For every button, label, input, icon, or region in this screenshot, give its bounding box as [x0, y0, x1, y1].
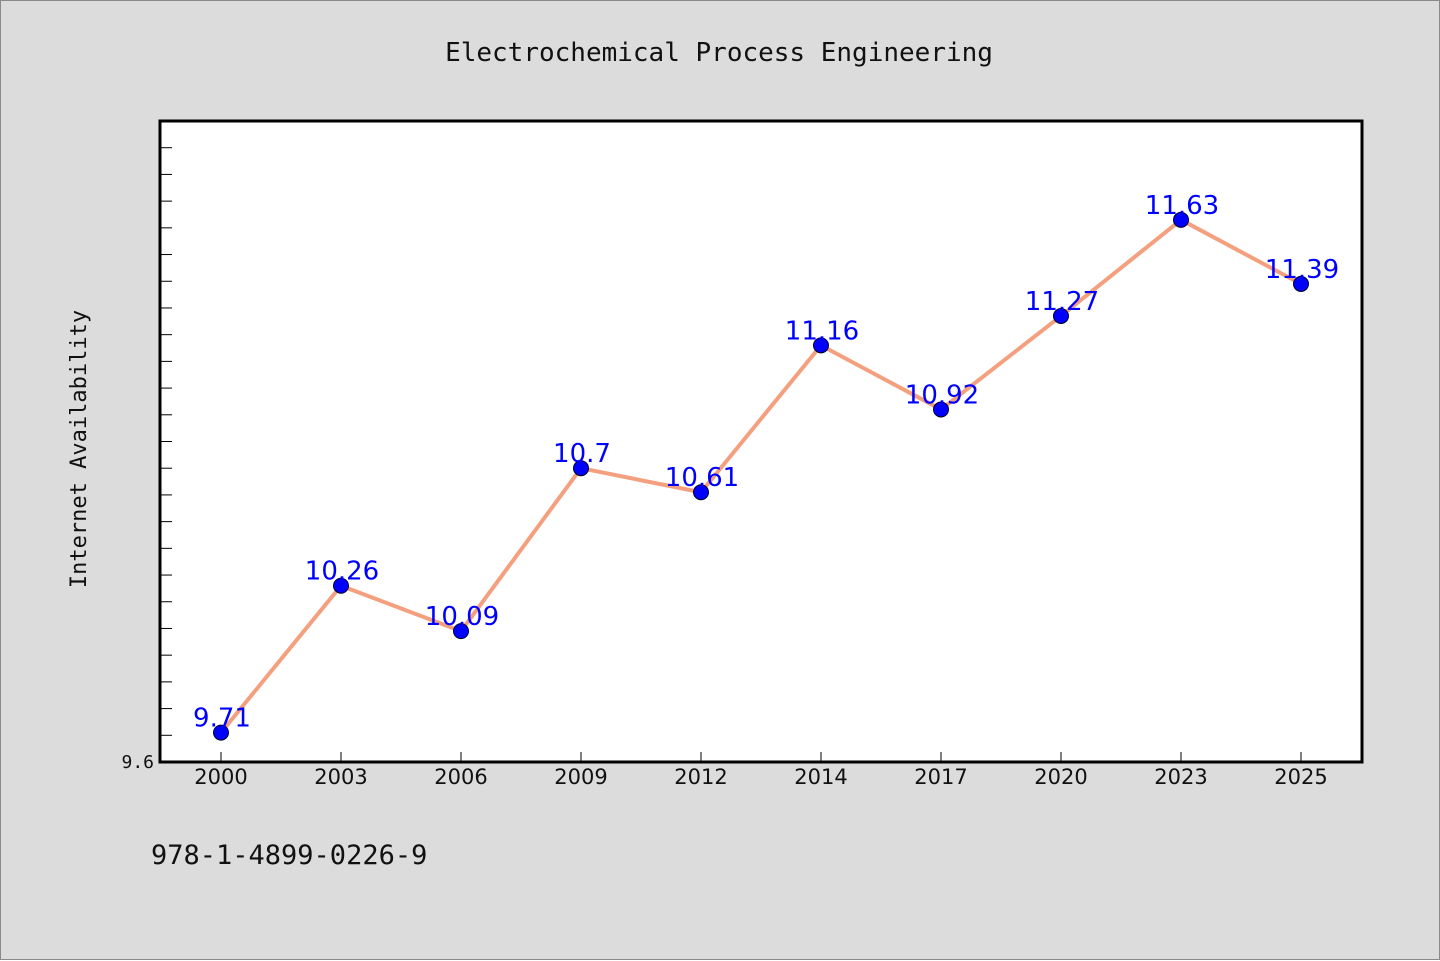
chart-title: Electrochemical Process Engineering [445, 38, 993, 68]
data-point [453, 623, 469, 640]
data-labels: 9.71 10.26 10.09 10.7 10.61 11.16 10.92 11.27 11… [193, 191, 1339, 734]
isbn-footer: 978-1-4899-0226-9 [151, 840, 427, 871]
data-label: 10.09 [425, 602, 499, 632]
data-label: 11.63 [1145, 191, 1219, 221]
x-tick-label: 2020 [1034, 765, 1087, 789]
x-tick-label: 2025 [1274, 765, 1327, 789]
x-tick-label: 2006 [434, 765, 487, 789]
data-point [693, 484, 709, 501]
x-tick-label: 2012 [674, 765, 727, 789]
data-label: 10.61 [665, 463, 739, 493]
x-tick-label: 2014 [794, 765, 847, 789]
x-tick-label: 2000 [194, 765, 247, 789]
data-point [333, 577, 349, 594]
data-point [1173, 211, 1189, 228]
data-label: 11.16 [785, 316, 859, 346]
series-layer [213, 211, 1309, 741]
x-tick-label: 2009 [554, 765, 607, 789]
x-tick-label: 2023 [1154, 765, 1207, 789]
y-axis-ticks: 9.6 [121, 147, 172, 773]
data-label: 10.92 [905, 380, 979, 410]
plot-area [158, 119, 1364, 764]
data-label: 11.39 [1265, 255, 1339, 285]
data-point [813, 337, 829, 354]
data-label: 11.27 [1025, 287, 1099, 317]
data-label: 10.26 [305, 557, 379, 587]
y-tick-label: 9.6 [121, 752, 154, 773]
data-label: 10.7 [553, 439, 611, 469]
data-point [573, 460, 589, 477]
data-label: 9.71 [193, 704, 251, 734]
x-axis-ticks: 2000 2003 2006 2009 2012 2014 2017 2020 2023 2025 [194, 752, 1328, 789]
data-point [213, 724, 229, 741]
series-line [219, 217, 1302, 734]
data-point [1293, 275, 1309, 292]
data-point [933, 401, 949, 418]
data-point [1053, 307, 1069, 324]
y-axis-label: Internet Availability [67, 310, 92, 588]
x-tick-label: 2017 [914, 765, 967, 789]
x-tick-label: 2003 [314, 765, 367, 789]
